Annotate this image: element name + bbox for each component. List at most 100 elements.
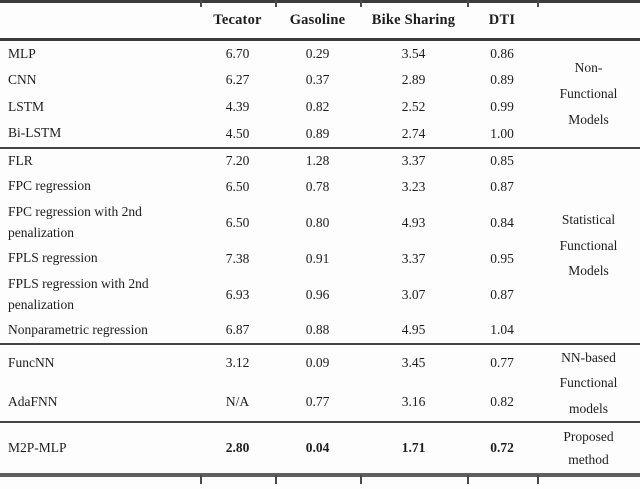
- value-cell: 0.82: [305, 99, 330, 114]
- section-non-functional-models: MLP 6.70 0.29 3.54 0.86 Non- Functional …: [0, 40, 640, 148]
- value-cell: 0.37: [305, 72, 330, 87]
- value-cell: 6.50: [225, 214, 250, 230]
- value-cell: 4.39: [225, 99, 250, 114]
- value-cell: N/A: [225, 393, 250, 409]
- column-tick: [200, 0, 202, 7]
- table-row: FPLS regression with 2nd penalization 6.…: [0, 272, 640, 318]
- method-name-cell: FuncNN: [8, 355, 55, 371]
- table-row: FPC regression 6.50 0.78 3.23 0.87: [0, 174, 640, 200]
- value-cell: 0.29: [305, 45, 330, 61]
- value-cell: 1.04: [490, 322, 514, 337]
- value-cell: 0.89: [305, 125, 330, 141]
- value-cell: 0.82: [490, 393, 514, 409]
- value-cell: 1.00: [490, 125, 514, 141]
- table-row: FPC regression with 2nd penalization 6.5…: [0, 200, 640, 246]
- column-tick: [275, 475, 277, 484]
- value-cell: 0.96: [305, 286, 330, 302]
- column-header-dti: DTI: [467, 1, 537, 41]
- table-row: LSTM 4.39 0.82 2.52 0.99: [0, 94, 640, 121]
- value-cell: 6.87: [225, 322, 250, 337]
- table-row: FuncNN 3.12 0.09 3.45 0.77 NN-based Func…: [0, 344, 640, 416]
- value-cell: 0.72: [490, 440, 514, 456]
- column-tick: [467, 475, 469, 484]
- value-cell: 3.37: [401, 250, 426, 266]
- section-statistical-functional-models: FLR 7.20 1.28 3.37 0.85 Statistical Func…: [0, 148, 640, 344]
- value-cell: 3.12: [225, 355, 250, 371]
- value-cell: 0.87: [490, 178, 514, 194]
- method-name-cell: AdaFNN: [8, 393, 58, 409]
- value-cell: 0.95: [490, 250, 514, 266]
- group-label-cell: Proposed method: [563, 428, 614, 468]
- table-row: AdaFNN N/A 0.77 3.16 0.82: [0, 382, 640, 422]
- value-cell: 4.50: [225, 125, 250, 141]
- column-tick: [537, 475, 539, 484]
- value-cell: 6.50: [225, 178, 250, 194]
- value-cell: 3.07: [401, 286, 426, 302]
- value-cell: 7.20: [225, 153, 250, 168]
- column-tick: [360, 475, 362, 484]
- column-tick: [537, 0, 539, 7]
- table-row: FPLS regression 7.38 0.91 3.37 0.95: [0, 246, 640, 272]
- value-cell: 0.91: [305, 250, 330, 266]
- section-proposed-method: M2P-MLP 2.80 0.04 1.71 0.72 Proposed met…: [0, 422, 640, 475]
- value-cell: 0.89: [490, 72, 514, 87]
- value-cell: 6.27: [225, 72, 250, 87]
- method-name-cell: MLP: [8, 45, 36, 61]
- value-cell: 0.86: [490, 45, 514, 61]
- column-tick: [200, 475, 202, 484]
- method-name-cell: FPLS regression with 2nd penalization: [8, 276, 149, 312]
- value-cell: 0.88: [305, 322, 330, 337]
- column-header-tecator: Tecator: [200, 1, 275, 41]
- table-header: Tecator Gasoline Bike Sharing DTI: [0, 1, 640, 41]
- column-tick: [467, 0, 469, 7]
- method-name-cell: M2P-MLP: [8, 440, 67, 456]
- value-cell: 0.78: [305, 178, 330, 194]
- table-row: CNN 6.27 0.37 2.89 0.89: [0, 67, 640, 94]
- value-cell: 0.87: [490, 286, 514, 302]
- value-cell: 3.45: [401, 355, 426, 371]
- column-header-gasoline: Gasoline: [275, 1, 360, 41]
- value-cell: 2.80: [225, 440, 250, 456]
- table-row: FLR 7.20 1.28 3.37 0.85 Statistical Func…: [0, 148, 640, 278]
- value-cell: 3.37: [401, 153, 426, 168]
- value-cell: 1.28: [305, 153, 330, 168]
- column-tick: [275, 0, 277, 7]
- value-cell: 0.99: [490, 99, 514, 114]
- value-cell: 7.38: [225, 250, 250, 266]
- method-name-cell: CNN: [8, 71, 37, 87]
- value-cell: 3.23: [401, 178, 426, 194]
- value-cell: 0.04: [305, 440, 330, 456]
- value-cell: 1.71: [401, 440, 426, 456]
- value-cell: 0.77: [490, 355, 514, 371]
- value-cell: 2.52: [401, 99, 426, 114]
- header-group-blank: [537, 1, 640, 41]
- group-label-cell: NN-based Functional models: [559, 349, 618, 416]
- method-name-cell: Nonparametric regression: [8, 321, 148, 337]
- table-row: MLP 6.70 0.29 3.54 0.86 Non- Functional …: [0, 40, 640, 127]
- value-cell: 4.95: [401, 322, 426, 337]
- value-cell: 0.09: [305, 355, 330, 371]
- table-row: M2P-MLP 2.80 0.04 1.71 0.72 Proposed met…: [0, 422, 640, 475]
- value-cell: 6.93: [225, 286, 250, 302]
- value-cell: 4.93: [401, 214, 426, 230]
- value-cell: 0.80: [305, 214, 330, 230]
- header-row: Tecator Gasoline Bike Sharing DTI: [0, 1, 640, 41]
- method-name-cell: FPLS regression: [8, 250, 98, 266]
- column-header-bike-sharing: Bike Sharing: [360, 1, 467, 41]
- section-nn-based-functional-models: FuncNN 3.12 0.09 3.45 0.77 NN-based Func…: [0, 344, 640, 423]
- value-cell: 0.84: [490, 214, 514, 230]
- value-cell: 6.70: [225, 45, 250, 61]
- method-name-cell: FPC regression: [8, 178, 91, 194]
- results-table: Tecator Gasoline Bike Sharing DTI MLP 6.…: [0, 0, 640, 478]
- value-cell: 0.85: [490, 153, 514, 168]
- value-cell: 3.16: [401, 393, 426, 409]
- column-tick: [360, 0, 362, 7]
- value-cell: 3.54: [401, 45, 426, 61]
- method-name-cell: LSTM: [8, 98, 45, 114]
- method-name-cell: FLR: [8, 152, 33, 168]
- group-label-cell: Non- Functional Models: [559, 60, 618, 127]
- value-cell: 0.77: [305, 393, 330, 409]
- value-cell: 2.74: [401, 125, 426, 141]
- header-method-blank: [0, 1, 200, 41]
